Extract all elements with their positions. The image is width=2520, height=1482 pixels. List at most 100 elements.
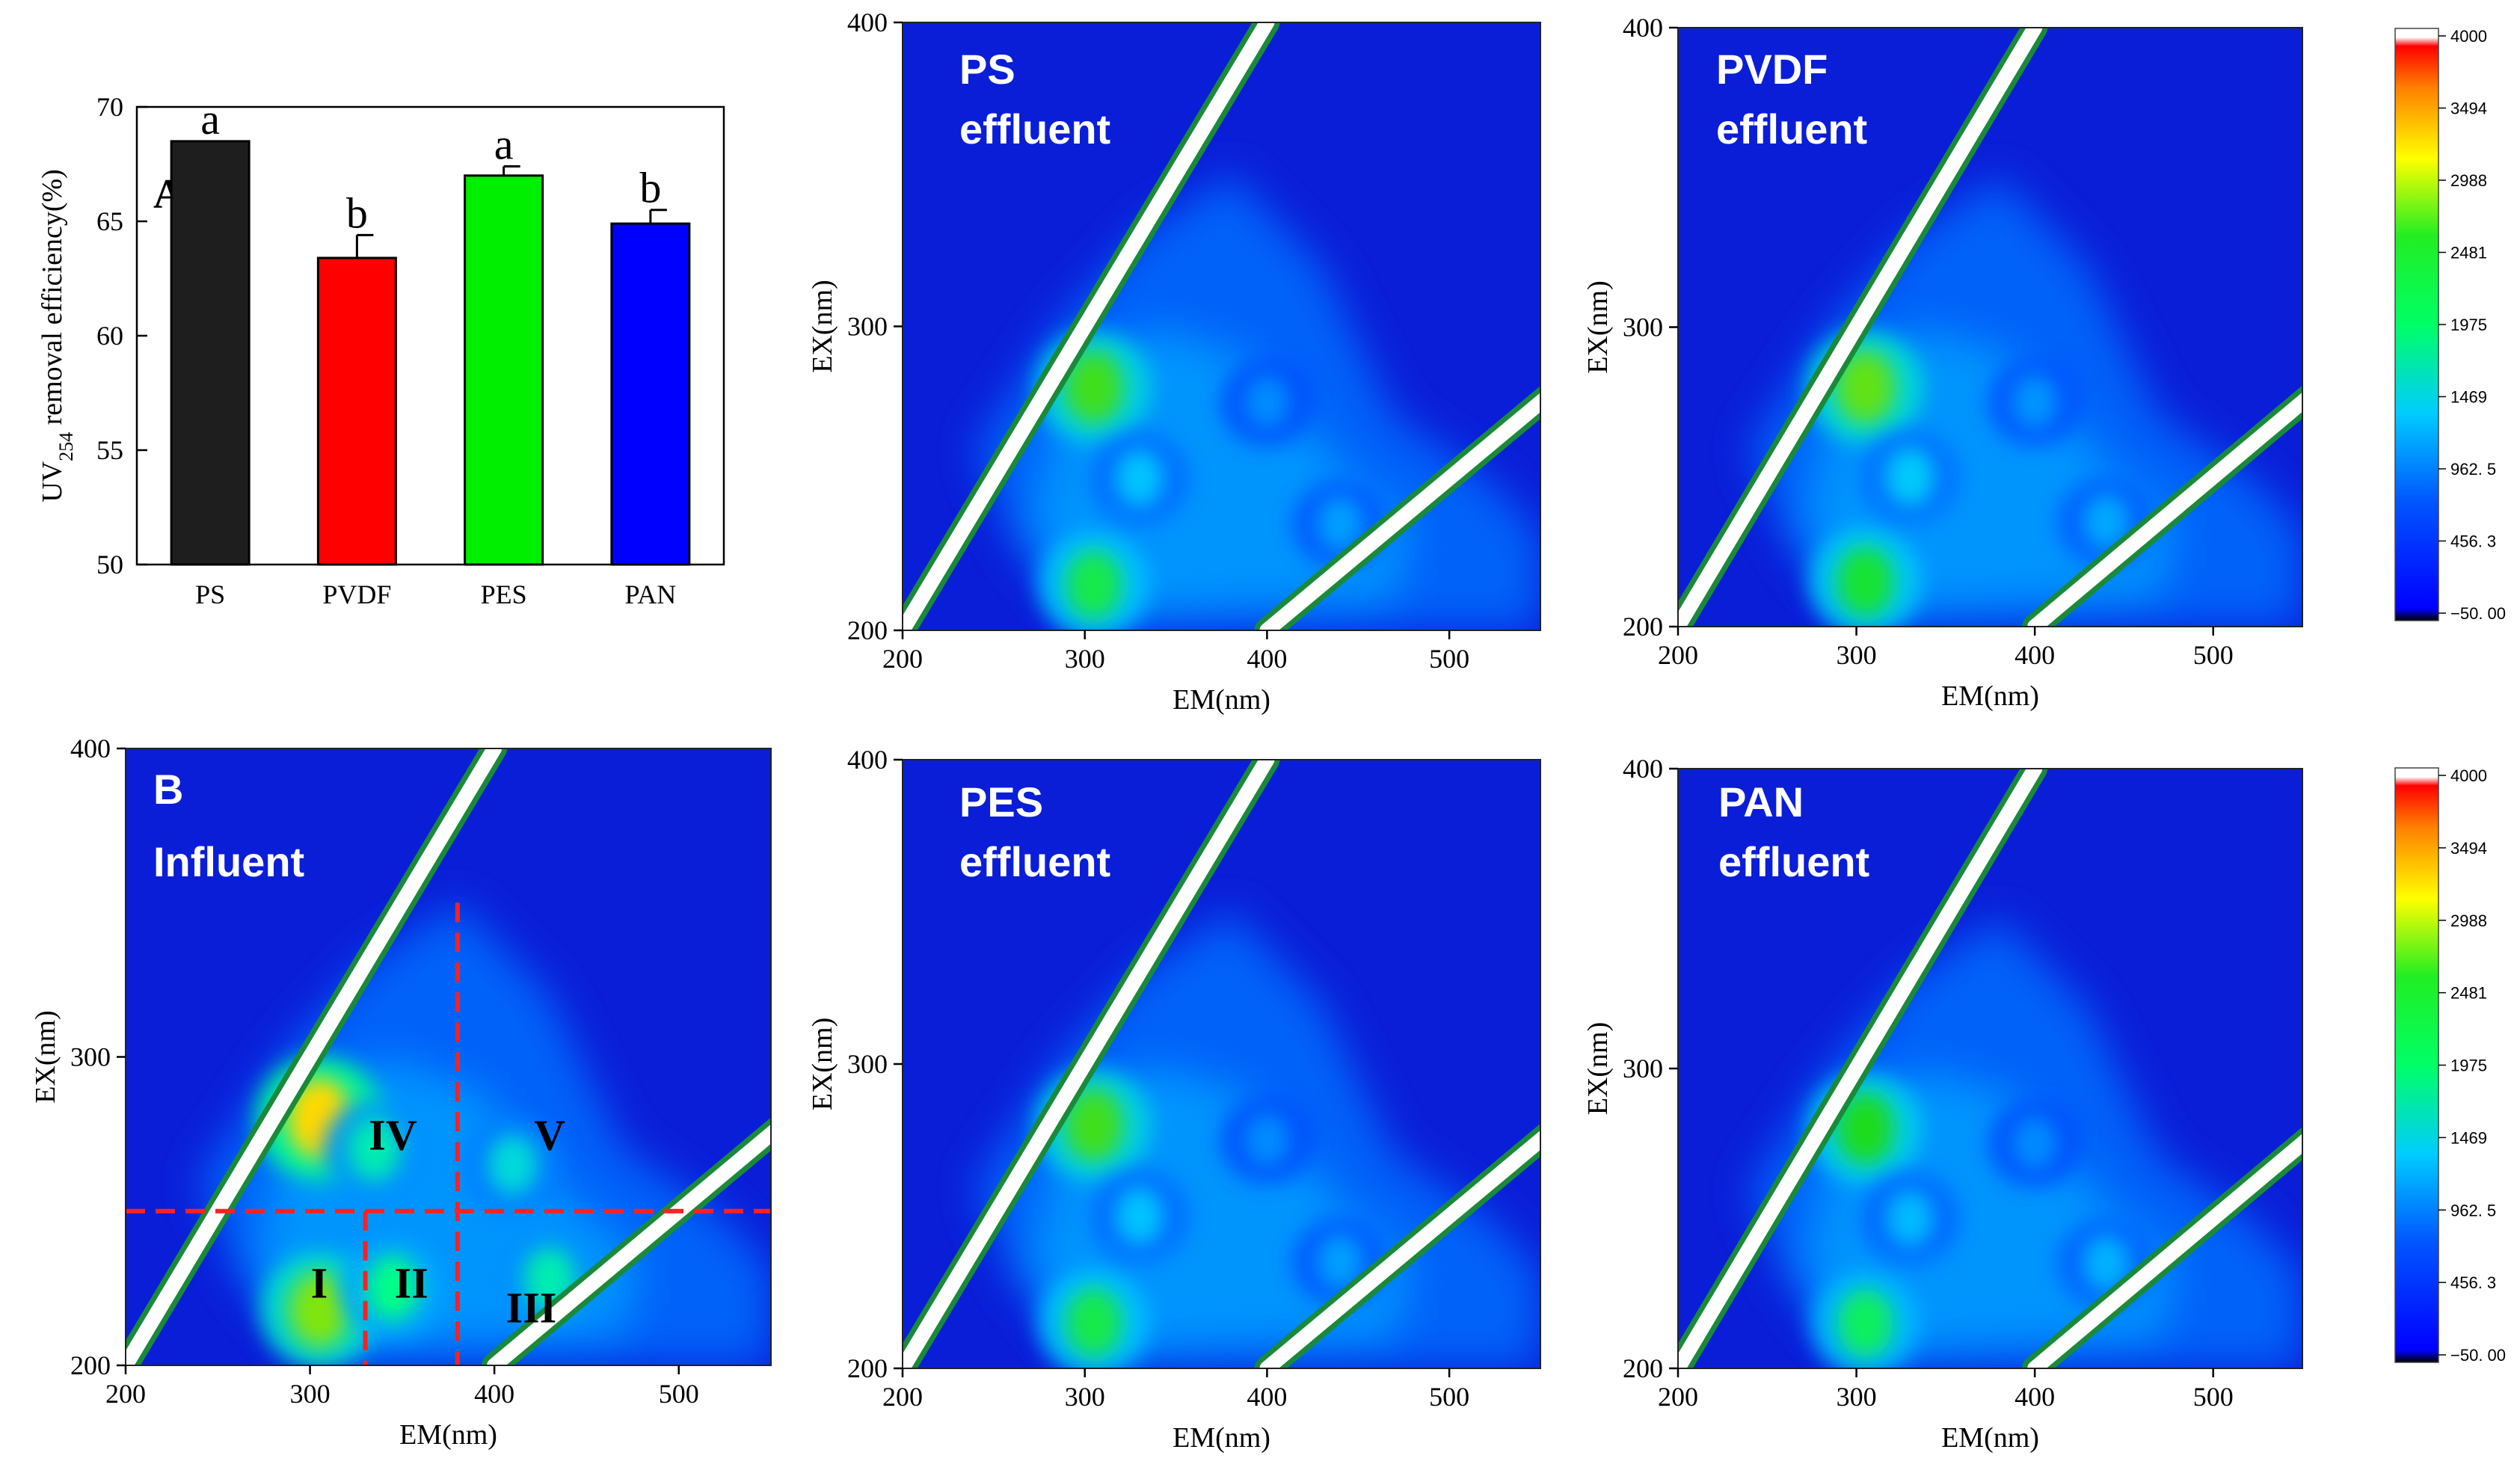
colorbar-label: 456. 3 (2450, 532, 2496, 551)
y-tick-label: 300 (70, 1042, 111, 1072)
y-tick-label: 50 (96, 550, 123, 579)
intensity-peak (2012, 374, 2059, 430)
panel-label-b: B (153, 766, 183, 813)
x-axis-label: EM(nm) (399, 1419, 497, 1451)
y-tick-label: 300 (1623, 1054, 1663, 1083)
colorbar-label: 456. 3 (2450, 1273, 2496, 1292)
x-tick-label-pvdf: PVDF (322, 579, 391, 609)
intensity-peak (1066, 1288, 1122, 1357)
plot-area (1678, 769, 2302, 1368)
y-tick-label: 400 (847, 7, 888, 37)
x-tick-label: 500 (2193, 1382, 2234, 1412)
eem-map-pan-effluent: PAN effluent 200 300 400 500 200 300 400 EM(nm) EX… (1582, 754, 2303, 1454)
x-tick-label-pan: PAN (625, 579, 677, 609)
bar-pvdf (316, 256, 397, 566)
y-tick-label: 400 (847, 745, 888, 775)
colorbar-label: 4000 (2450, 27, 2487, 46)
y-tick-label: 200 (1623, 612, 1663, 642)
intensity-peak (1244, 1113, 1291, 1168)
y-tick-label: 200 (847, 1353, 888, 1383)
colorbar-label: 1975 (2450, 1057, 2487, 1075)
y-axis-label: UV254 removal efficiency(%) (37, 169, 77, 502)
bar-ps (170, 140, 251, 566)
plot-area (903, 760, 1540, 1368)
x-tick-label: 300 (1837, 640, 1877, 670)
colorbar-label: 962. 5 (2450, 1201, 2496, 1220)
intensity-peak (2012, 1116, 2058, 1171)
x-tick-label: 500 (659, 1379, 699, 1409)
y-tick-label: 300 (847, 312, 888, 342)
second-order-scatter-band (1259, 1130, 1540, 1368)
rayleigh-scatter-band (903, 22, 1275, 630)
y-tick-label: 60 (96, 321, 123, 351)
intensity-peak (1115, 449, 1164, 508)
x-tick-label: 300 (1065, 1382, 1105, 1412)
x-axis-label: EM(nm) (1173, 1422, 1270, 1454)
significance-label-pan: b (639, 164, 661, 212)
intensity-peak (1065, 351, 1123, 423)
colorbar-label: 1469 (2450, 388, 2487, 407)
y-tick-label: 65 (96, 206, 123, 236)
x-axis-label: EM(nm) (1941, 1422, 2039, 1454)
map-title-line2: effluent (1716, 105, 1867, 153)
x-tick-label: 400 (2015, 1382, 2055, 1412)
y-tick-label: 200 (847, 615, 888, 645)
intensity-peak (1066, 550, 1122, 619)
x-tick-label: 200 (1658, 640, 1698, 670)
y-tick-label: 400 (1623, 754, 1663, 784)
x-tick-label: 200 (1658, 1382, 1698, 1412)
y-tick-label: 300 (847, 1049, 888, 1079)
significance-label-pes: a (494, 120, 514, 169)
intensity-peak (1115, 1187, 1164, 1246)
map-title-line1: PES (959, 778, 1043, 825)
x-tick-label: 200 (882, 1382, 923, 1412)
colorbar-gradient (2394, 767, 2439, 1363)
colorbar-label: 2481 (2450, 984, 2487, 1003)
intensity-peak (289, 1273, 349, 1347)
eem-map-ps-effluent: PS effluent 200 300 400 500 200 300 400 EM(nm) EX(… (807, 7, 1541, 716)
colorbar-label: 3494 (2450, 99, 2487, 118)
x-tick-label: 200 (105, 1379, 146, 1409)
map-title-line2: Influent (153, 838, 304, 885)
y-axis-label: EX(nm) (807, 280, 838, 373)
y-tick-label: 70 (96, 92, 123, 122)
region-label-iv: IV (369, 1110, 417, 1159)
y-axis-label: EX(nm) (1582, 1022, 1614, 1116)
map-title-line2: effluent (959, 105, 1110, 153)
y-tick-label: 200 (1623, 1353, 1663, 1383)
y-axis-label: EX(nm) (1582, 280, 1614, 374)
intensity-peak (1837, 547, 1894, 617)
colorbar-label: −50. 00 (2450, 1346, 2506, 1365)
map-title-line1: PAN (1718, 778, 1804, 825)
colorbar-label: −50. 00 (2450, 604, 2506, 623)
intensity-peak (2082, 493, 2130, 550)
x-tick-label: 300 (1837, 1382, 1877, 1412)
y-tick-label: 300 (1623, 313, 1663, 342)
rayleigh-scatter-band (903, 760, 1275, 1368)
x-tick-label: 200 (882, 644, 923, 674)
x-tick-label: 400 (1247, 644, 1287, 674)
eem-map-pvdf-effluent: PVDF effluent 200 300 400 500 200 300 400 EM(nm) E… (1582, 13, 2303, 712)
y-tick-label: 400 (70, 734, 111, 763)
map-title-line2: effluent (1718, 838, 1869, 885)
intensity-peak (366, 1255, 420, 1321)
region-label-v: V (534, 1110, 565, 1159)
second-order-scatter-band (2027, 392, 2302, 627)
x-tick-label: 400 (2015, 640, 2055, 670)
eem-map-pes-effluent: PES effluent 200 300 400 500 200 300 400 EM(nm) EX… (807, 745, 1541, 1454)
intensity-peak (1836, 350, 1895, 424)
region-label-ii: II (395, 1258, 428, 1307)
plot-area (1678, 28, 2302, 627)
x-tick-label: 500 (2193, 640, 2234, 670)
intensity-peak (1065, 1089, 1123, 1161)
y-tick-label: 200 (70, 1350, 111, 1380)
second-order-scatter-band (1259, 393, 1540, 630)
rayleigh-scatter-band (1678, 769, 2043, 1368)
intensity-peak (1837, 1092, 1894, 1164)
intensity-peak (1316, 1234, 1364, 1291)
map-title-line1: PVDF (1716, 46, 1828, 93)
x-axis-label: EM(nm) (1941, 680, 2039, 712)
